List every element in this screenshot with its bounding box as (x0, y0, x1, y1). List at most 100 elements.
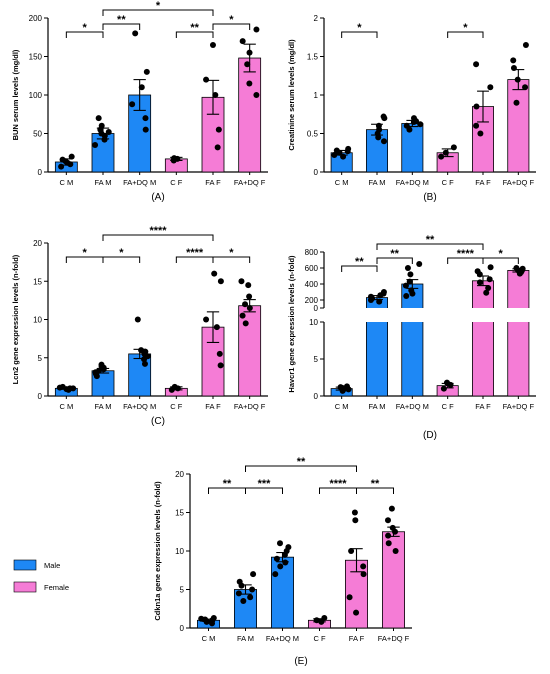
data-point (388, 505, 395, 512)
y-tick-label: 5 (180, 586, 185, 595)
y-tick-label: 1 (314, 91, 319, 100)
data-point (485, 285, 492, 291)
data-point (138, 347, 145, 354)
significance-bracket (356, 487, 394, 494)
data-point (522, 84, 529, 91)
data-point (402, 282, 409, 289)
data-point (134, 316, 141, 323)
legend-label: Male (44, 561, 60, 570)
significance-label: **** (329, 478, 347, 490)
data-point (473, 61, 480, 68)
x-tick-label: FA+DQ M (266, 634, 299, 643)
data-point (247, 594, 254, 601)
data-point (353, 609, 360, 616)
y-tick-label: 0 (314, 168, 319, 177)
significance-bracket (447, 31, 484, 38)
data-point (417, 121, 424, 128)
data-point (245, 282, 252, 289)
data-point (282, 559, 289, 566)
data-point (246, 49, 253, 56)
data-point (171, 155, 178, 162)
data-point (59, 156, 66, 163)
significance-bracket (341, 31, 378, 38)
data-point (239, 312, 246, 319)
x-tick-label: C F (442, 178, 455, 187)
data-point (235, 590, 242, 597)
y-tick-label: 0 (314, 392, 319, 401)
x-tick-label: C M (59, 178, 73, 187)
data-point (345, 145, 352, 152)
significance-bracket (65, 31, 104, 38)
data-point (203, 316, 210, 323)
data-point (360, 571, 367, 578)
data-point (477, 130, 484, 137)
significance-bracket (212, 256, 251, 263)
y-tick-label: 800 (305, 248, 319, 257)
y-axis-label: Havcr1 gene expression levels (n-fold) (287, 255, 296, 393)
data-point (333, 147, 340, 154)
significance-bracket (212, 23, 251, 30)
data-point (392, 548, 399, 554)
data-point (380, 289, 387, 295)
significance-bracket (341, 265, 378, 272)
significance-label: ** (390, 248, 399, 260)
data-point (217, 362, 224, 369)
chart-panel-4: 200 400 600 800 0 5 10 0 Havcr1 gene expression … (287, 234, 537, 441)
data-point (376, 298, 383, 305)
data-point (389, 524, 396, 531)
data-point (98, 122, 105, 129)
data-point (443, 379, 450, 386)
data-point (385, 532, 392, 539)
data-point (143, 68, 150, 75)
panel-label: (A) (151, 192, 164, 203)
data-point (406, 278, 413, 285)
y-tick-label: 1.5 (307, 53, 319, 62)
bar-fa-dq-f (238, 57, 262, 173)
x-tick-label: FA+DQ F (503, 402, 535, 411)
y-tick-label: 5 (38, 354, 43, 363)
x-tick-label: C F (313, 634, 326, 643)
data-point (58, 163, 65, 170)
data-point (380, 113, 387, 120)
y-tick-label: 0 (38, 168, 43, 177)
significance-label: * (229, 247, 234, 259)
significance-label: * (499, 248, 504, 260)
bar-fa-dq-m (128, 353, 152, 397)
significance-bracket (102, 9, 214, 16)
x-tick-label: FA M (94, 178, 111, 187)
data-point (95, 367, 102, 374)
significance-label: * (119, 247, 124, 259)
significance-label: * (357, 22, 362, 34)
significance-label: **** (457, 248, 475, 260)
data-point (408, 287, 415, 294)
data-point (249, 586, 256, 593)
significance-label: ** (223, 478, 232, 490)
x-tick-label: C F (170, 402, 183, 411)
significance-label: ** (117, 14, 126, 26)
x-tick-label: C F (170, 178, 183, 187)
y-tick-label: 200 (305, 296, 319, 305)
chart-panel-5: 0 5 10 15 20 Cdkn1a gene expression levels (n… (153, 456, 412, 667)
x-tick-label: FA M (94, 402, 111, 411)
data-point (141, 360, 148, 367)
data-point (360, 563, 367, 570)
data-point (250, 571, 257, 578)
data-point (59, 383, 66, 390)
bar-fa-dq-f (381, 531, 405, 629)
significance-label: *** (258, 478, 272, 490)
data-point (348, 548, 355, 554)
bar-fa-dq-f (238, 305, 262, 397)
data-point (380, 138, 387, 145)
legend-swatch-female (13, 581, 37, 593)
data-point (105, 128, 112, 135)
significance-label: ** (426, 234, 435, 246)
data-point (367, 293, 374, 300)
data-point (514, 76, 521, 83)
y-axis-label: Creatinine serum levels (mg/dl) (287, 39, 296, 151)
significance-label: * (156, 0, 161, 12)
y-tick-label: 100 (29, 91, 43, 100)
significance-bracket (376, 257, 413, 264)
data-point (242, 301, 249, 308)
x-tick-label: C M (202, 634, 216, 643)
data-point (476, 279, 483, 286)
